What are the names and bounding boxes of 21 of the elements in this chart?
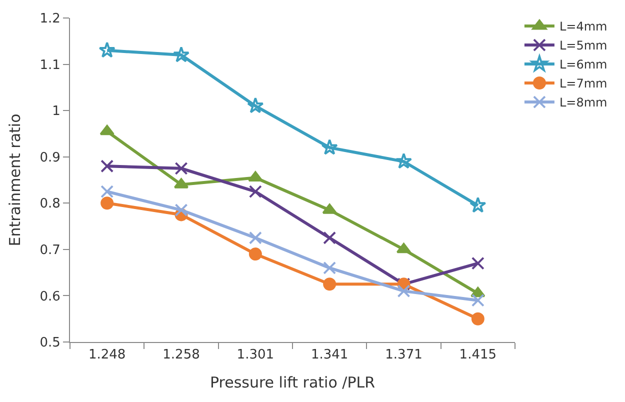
legend-label: L=8mm — [559, 96, 608, 110]
y-tick-label: 0.8 — [40, 196, 60, 212]
x-tick-label: 1.301 — [236, 348, 274, 363]
x-tick-label: 1.415 — [459, 348, 497, 363]
y-tick-label: 0.9 — [40, 150, 60, 166]
legend-label: L=6mm — [559, 58, 608, 72]
x-tick-label: 1.341 — [310, 348, 348, 363]
x-tick-label: 1.371 — [385, 348, 422, 363]
legend-label: L=5mm — [559, 38, 608, 53]
x-tick-label: 1.248 — [88, 348, 126, 363]
legend-label: L=4mm — [559, 20, 608, 34]
y-axis-title: Entrainment ratio — [6, 114, 24, 246]
x-tick-label: 1.258 — [162, 348, 200, 363]
y-tick-label: 1.2 — [40, 12, 60, 27]
legend-label: L=7mm — [559, 76, 608, 91]
y-tick-label: 0.7 — [40, 242, 60, 258]
y-tick-label: 0.5 — [40, 336, 60, 351]
x-axis-title: Pressure lift ratio /PLR — [210, 374, 376, 392]
y-tick-label: 0.6 — [40, 289, 60, 304]
y-tick-label: 1 — [52, 104, 60, 120]
y-tick-label: 1.1 — [40, 58, 60, 73]
